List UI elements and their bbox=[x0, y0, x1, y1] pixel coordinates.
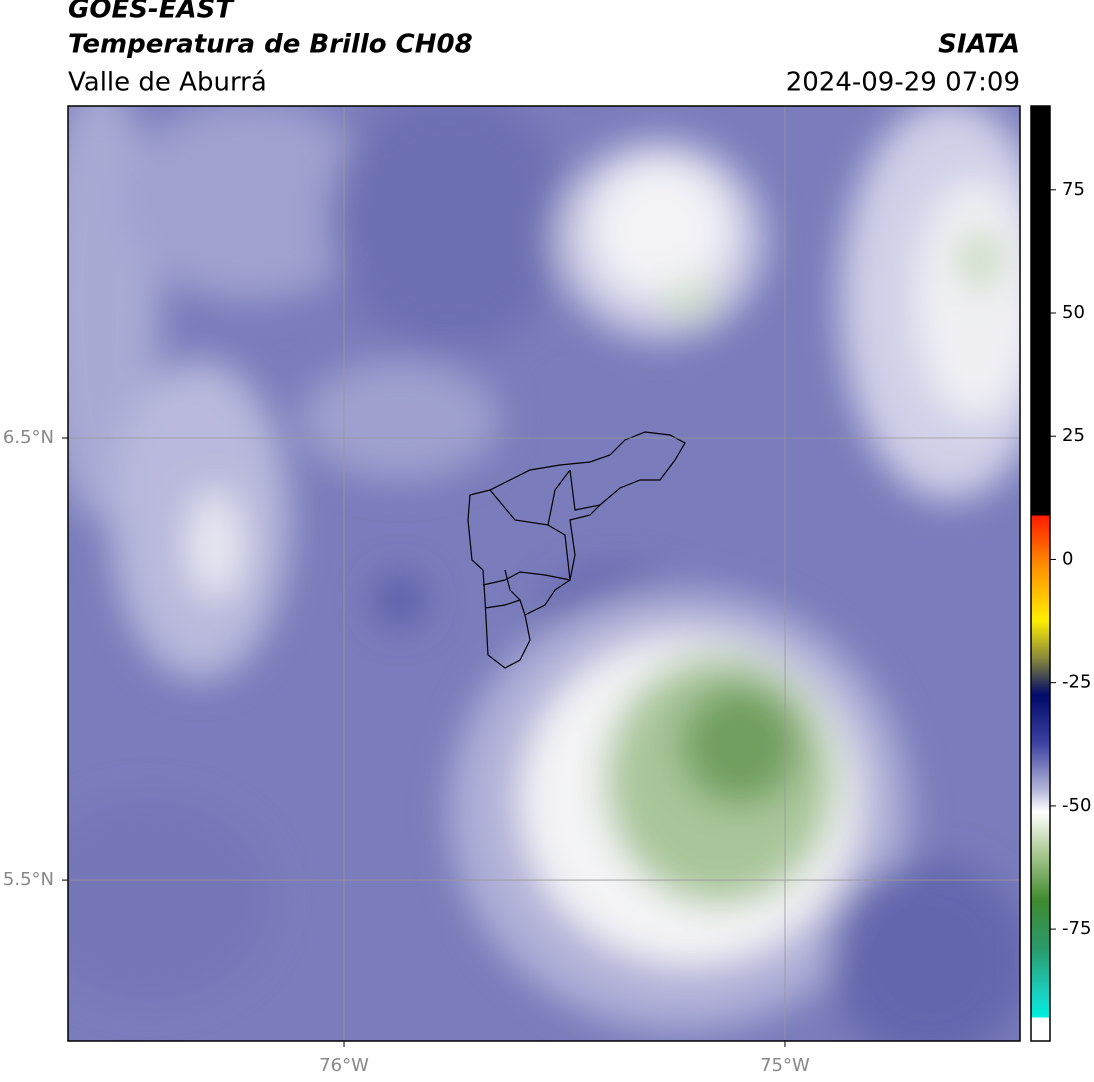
map-frame bbox=[67, 105, 1021, 1042]
region: Valle de Aburrá bbox=[68, 68, 267, 98]
title: GOES-EAST bbox=[68, 0, 235, 25]
colorbar-label: -25 bbox=[1062, 672, 1091, 693]
colorbar bbox=[1030, 105, 1051, 1042]
grid bbox=[68, 106, 1020, 1041]
colorbar-label: -50 bbox=[1062, 795, 1091, 816]
y-tick-label: 6.5°N bbox=[3, 427, 54, 448]
map-image bbox=[68, 106, 1020, 1041]
colorbar-label: 75 bbox=[1062, 179, 1085, 200]
x-tick-label: 76°W bbox=[319, 1055, 369, 1076]
source: SIATA bbox=[938, 30, 1020, 60]
subtitle: Temperatura de Brillo CH08 bbox=[68, 30, 473, 60]
timestamp: 2024-09-29 07:09 bbox=[786, 68, 1020, 98]
x-tick-label: 75°W bbox=[760, 1055, 810, 1076]
colorbar-label: -75 bbox=[1062, 918, 1091, 939]
colorbar-label: 0 bbox=[1062, 548, 1073, 569]
colorbar-label: 25 bbox=[1062, 425, 1085, 446]
axes: 76°W 75°W 6.5°N 5.5°N 75 50 25 0 -25 -50 -75 bbox=[3, 179, 1092, 1076]
colorbar-label: 50 bbox=[1062, 302, 1085, 323]
municipal-boundaries bbox=[467, 431, 686, 669]
y-tick-label: 5.5°N bbox=[3, 869, 54, 890]
